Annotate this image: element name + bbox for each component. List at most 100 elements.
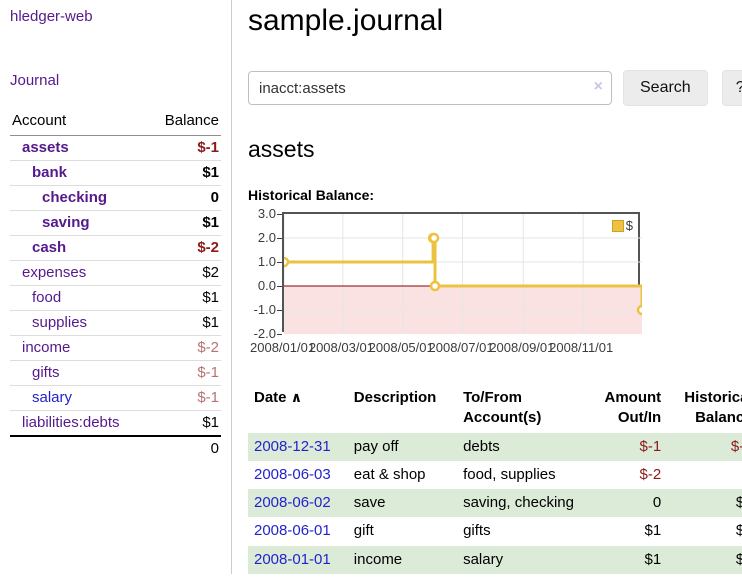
y-tick-mark bbox=[277, 238, 282, 239]
chart-legend: $ bbox=[609, 217, 635, 234]
account-balance: $-1 bbox=[148, 385, 221, 411]
account-balance: $2 bbox=[148, 260, 221, 286]
account-balance: $-1 bbox=[148, 135, 221, 161]
register-row: 2008-12-31 pay off debts $-1 $-1 bbox=[248, 432, 742, 461]
register-header-amount: Amount Out/In bbox=[604, 389, 662, 427]
account-balance: $-1 bbox=[148, 360, 221, 386]
transaction-date-link[interactable]: 2008-06-02 bbox=[254, 494, 331, 511]
account-link[interactable]: saving bbox=[42, 214, 90, 231]
clear-search-icon[interactable]: × bbox=[593, 78, 603, 95]
x-tick-label: 2008/03/01 bbox=[308, 340, 374, 355]
transaction-balance: 0 bbox=[667, 461, 742, 489]
account-balance: $-2 bbox=[148, 235, 221, 261]
accounts-table-header: Account Balance bbox=[10, 109, 221, 136]
legend-label: $ bbox=[625, 218, 633, 233]
legend-swatch-icon bbox=[611, 219, 624, 232]
account-link[interactable]: food bbox=[32, 289, 62, 306]
register-table-body: 2008-12-31 pay off debts $-1 $-1 2008-06-03 ea… bbox=[248, 432, 742, 574]
register-header-date[interactable]: Date ∧ bbox=[254, 389, 303, 406]
account-row: expenses $2 bbox=[10, 260, 221, 286]
transaction-description: save bbox=[353, 494, 386, 511]
account-link[interactable]: bank bbox=[32, 164, 68, 181]
register-table: Date ∧ Description To/From Account(s) Am… bbox=[248, 384, 742, 574]
account-balance: 0 bbox=[148, 185, 221, 211]
account-link[interactable]: gifts bbox=[32, 364, 60, 381]
account-link[interactable]: checking bbox=[42, 189, 108, 206]
transaction-date-link[interactable]: 2008-01-01 bbox=[254, 550, 331, 568]
accounts-table-body: assets $-1 bank $1 checking 0 saving $1 cash $-2 e… bbox=[10, 135, 221, 437]
transaction-amount: $1 bbox=[644, 522, 662, 540]
accounts-total-row: 0 bbox=[10, 435, 221, 461]
register-header-accounts: To/From Account(s) bbox=[463, 389, 542, 427]
account-link[interactable]: income bbox=[22, 339, 71, 356]
search-button[interactable]: Search bbox=[623, 70, 708, 106]
sidebar-item-journal[interactable]: Journal bbox=[10, 72, 60, 89]
register-row: 2008-06-02 save saving, checking 0 $2 bbox=[248, 489, 742, 518]
y-tick-mark bbox=[277, 334, 282, 335]
register-header-description: Description bbox=[353, 389, 437, 406]
x-tick-label: 2008/09/01 bbox=[489, 340, 555, 355]
account-link[interactable]: salary bbox=[32, 389, 73, 406]
account-row: gifts $-1 bbox=[10, 360, 221, 386]
chart-canvas bbox=[284, 214, 642, 334]
account-link[interactable]: expenses bbox=[22, 264, 87, 281]
x-tick-label: 2008/01/01 bbox=[250, 340, 316, 355]
y-tick-label: 1.0 bbox=[257, 254, 276, 269]
sidebar: hledger-web Journal Account Balance asse… bbox=[0, 0, 232, 574]
chart-label: Historical Balance: bbox=[248, 187, 375, 203]
account-balance: $1 bbox=[148, 285, 221, 311]
account-balance: $1 bbox=[148, 160, 221, 186]
transaction-accounts: debts bbox=[463, 437, 500, 455]
y-tick-mark bbox=[277, 214, 282, 215]
search-input[interactable] bbox=[248, 71, 612, 105]
y-tick-label: -2.0 bbox=[253, 326, 276, 341]
account-row: food $1 bbox=[10, 285, 221, 311]
transaction-description: income bbox=[353, 550, 403, 568]
accounts-table: Account Balance assets $-1 bank $1 checking 0… bbox=[10, 109, 221, 461]
transaction-balance: $-1 bbox=[730, 437, 742, 455]
register-header-row: Date ∧ Description To/From Account(s) Am… bbox=[248, 384, 742, 433]
search-form: × Search ? bbox=[248, 70, 742, 106]
account-balance: $1 bbox=[148, 410, 221, 437]
transaction-description: pay off bbox=[353, 437, 399, 455]
transaction-accounts: saving, checking bbox=[463, 494, 574, 511]
transaction-description: eat & shop bbox=[353, 465, 426, 483]
account-row: salary $-1 bbox=[10, 385, 221, 411]
transaction-accounts: salary bbox=[463, 550, 504, 568]
account-row: cash $-2 bbox=[10, 235, 221, 261]
transaction-amount: $-1 bbox=[639, 437, 662, 455]
transaction-date-link[interactable]: 2008-06-01 bbox=[254, 522, 331, 540]
main-content: sample.journal × Search ? assets Histori… bbox=[232, 0, 742, 574]
account-balance: $1 bbox=[148, 210, 221, 236]
x-tick-label: 2008/05/01 bbox=[368, 340, 434, 355]
account-row: checking 0 bbox=[10, 185, 221, 211]
search-box: × bbox=[248, 71, 612, 105]
account-row: bank $1 bbox=[10, 160, 221, 186]
y-tick-label: 3.0 bbox=[257, 206, 276, 221]
y-tick-mark bbox=[277, 262, 282, 263]
account-link[interactable]: supplies bbox=[32, 314, 88, 331]
accounts-header-account: Account bbox=[10, 109, 149, 136]
account-row: saving $1 bbox=[10, 210, 221, 236]
accounts-header-balance: Balance bbox=[148, 109, 221, 136]
historical-balance-chart: $ 3.0 2.0 1.0 0.0 -1.0 -2.0 2008/01/01 2008/03… bbox=[248, 206, 648, 362]
transaction-date-link[interactable]: 2008-06-03 bbox=[254, 465, 331, 483]
brand-link[interactable]: hledger-web bbox=[10, 8, 93, 25]
account-link[interactable]: assets bbox=[22, 139, 69, 156]
account-link[interactable]: cash bbox=[32, 239, 67, 256]
y-tick-mark bbox=[277, 310, 282, 311]
account-row: supplies $1 bbox=[10, 310, 221, 336]
sort-ascending-icon: ∧ bbox=[290, 389, 303, 405]
help-button[interactable]: ? bbox=[721, 70, 742, 106]
accounts-total-value: 0 bbox=[148, 435, 221, 461]
account-balance: $1 bbox=[148, 310, 221, 336]
chart-plot-area: $ bbox=[282, 212, 642, 334]
register-row: 2008-01-01 income salary $1 $1 bbox=[248, 545, 742, 574]
transaction-date-link[interactable]: 2008-12-31 bbox=[254, 437, 331, 455]
transaction-balance: $2 bbox=[735, 494, 742, 511]
account-link[interactable]: liabilities:debts bbox=[22, 414, 120, 431]
y-tick-label: 0.0 bbox=[257, 278, 276, 293]
transaction-amount: $-2 bbox=[639, 465, 662, 483]
register-header-balance: Historical Balance bbox=[684, 389, 742, 427]
account-row: liabilities:debts $1 bbox=[10, 410, 221, 437]
